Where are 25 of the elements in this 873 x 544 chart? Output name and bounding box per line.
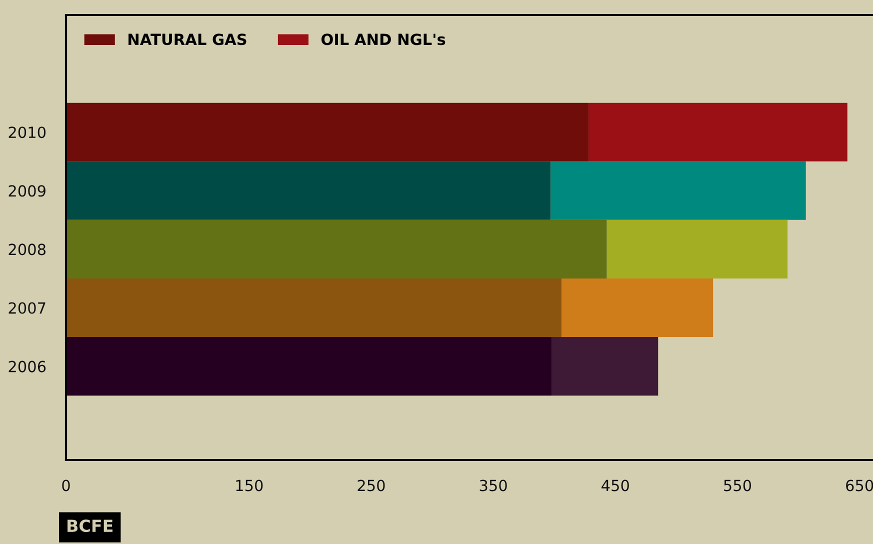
y-tick-label: 2009 bbox=[8, 185, 46, 197]
x-tick-label: 350 bbox=[480, 480, 507, 492]
legend-label: OIL AND NGL's bbox=[321, 34, 446, 46]
bar bbox=[66, 337, 552, 396]
bar bbox=[588, 102, 848, 162]
x-tick-label: 0 bbox=[62, 480, 70, 492]
x-tick-label: 550 bbox=[724, 480, 752, 492]
bar bbox=[606, 220, 788, 278]
x-tick-label: 450 bbox=[602, 480, 629, 492]
bar bbox=[66, 278, 562, 338]
x-axis-title: BCFE bbox=[68, 520, 112, 532]
bar bbox=[550, 161, 806, 220]
y-tick-label: 2007 bbox=[8, 302, 46, 314]
bar bbox=[562, 278, 714, 338]
y-tick-label: 2008 bbox=[8, 244, 46, 256]
bar bbox=[66, 161, 551, 220]
x-tick-label: 650 bbox=[846, 480, 873, 492]
y-tick-label: 2006 bbox=[8, 360, 46, 372]
x-tick-label: 250 bbox=[358, 480, 385, 492]
bar bbox=[552, 337, 658, 396]
legend-label: NATURAL GAS bbox=[128, 34, 246, 46]
bar bbox=[66, 220, 607, 278]
x-tick-label: 150 bbox=[236, 480, 263, 492]
bar bbox=[66, 102, 589, 162]
y-tick-label: 2010 bbox=[8, 126, 46, 138]
